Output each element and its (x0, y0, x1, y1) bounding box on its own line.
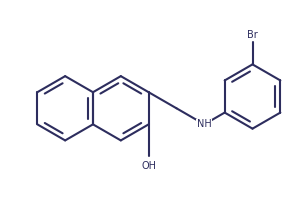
Text: NH: NH (197, 119, 212, 129)
Text: OH: OH (141, 161, 156, 171)
Text: Br: Br (247, 31, 258, 41)
